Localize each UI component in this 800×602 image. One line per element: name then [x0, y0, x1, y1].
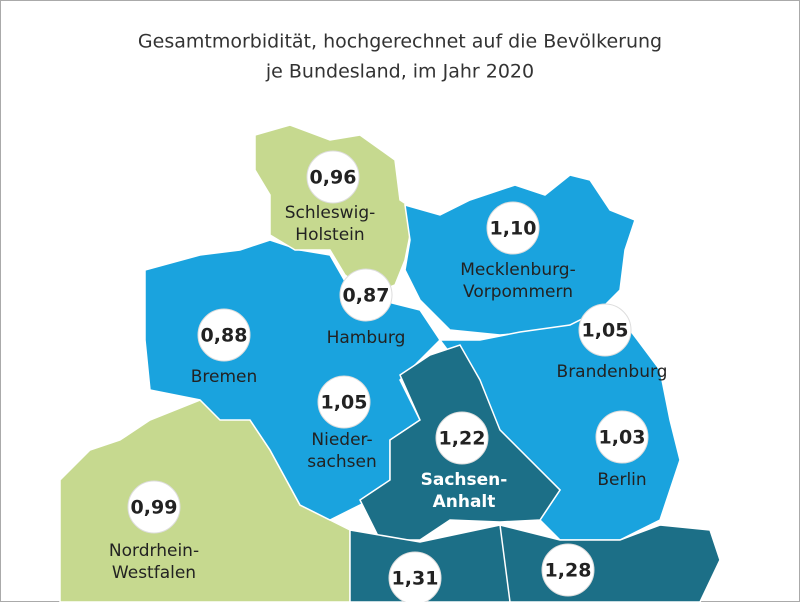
value-badge	[339, 268, 393, 322]
region-value: 1,31	[392, 568, 439, 590]
region-name: Bremen	[191, 367, 258, 387]
value-badge	[317, 375, 371, 429]
labels: 0,96 Schleswig-Holstein 1,10 Mecklenburg-Vo…	[109, 150, 668, 602]
region-name: Schleswig-	[285, 203, 376, 223]
value-badge	[578, 303, 632, 357]
region-value: 1,03	[599, 427, 646, 449]
region-name: Hamburg	[327, 328, 406, 348]
region-name: Vorpommern	[463, 282, 573, 302]
region-value: 1,10	[490, 218, 537, 240]
region-value: 0,88	[201, 325, 248, 347]
region-value: 1,05	[582, 320, 629, 342]
region-value: 1,28	[545, 560, 592, 582]
region-name: sachsen	[307, 452, 377, 472]
region-value: 0,99	[131, 497, 178, 519]
title-line: Gesamtmorbidität, hochgerechnet auf die …	[138, 31, 662, 53]
value-badge	[486, 201, 540, 255]
region-name: Brandenburg	[557, 362, 668, 382]
title-line: je Bundesland, im Jahr 2020	[265, 61, 534, 83]
region-value: 0,87	[343, 285, 390, 307]
region-name: Nieder-	[311, 430, 372, 450]
value-badge	[595, 410, 649, 464]
value-badge	[127, 480, 181, 534]
region-name: Sachsen-	[421, 470, 508, 490]
region-name: Berlin	[597, 470, 646, 490]
value-badge	[306, 150, 360, 204]
region-name: Anhalt	[433, 492, 496, 512]
value-badge	[541, 543, 595, 597]
region-name: Mecklenburg-	[460, 260, 575, 280]
region-name: Holstein	[295, 225, 364, 245]
value-badge	[197, 308, 251, 362]
region-value: 1,05	[321, 392, 368, 414]
region-value: 0,96	[310, 167, 357, 189]
value-badge	[435, 411, 489, 465]
region-name: Westfalen	[112, 563, 196, 583]
region-name: Nordrhein-	[109, 541, 199, 561]
value-badge	[388, 551, 442, 602]
state-mecklenburg-vorpommern	[404, 174, 636, 336]
region-value: 1,22	[439, 428, 486, 450]
state-schleswig-holstein	[254, 124, 416, 296]
